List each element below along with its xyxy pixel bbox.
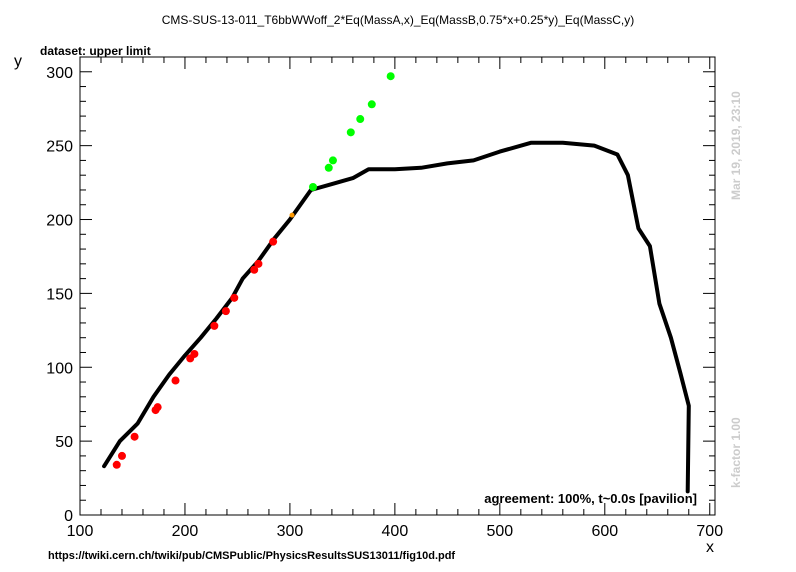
plot-frame bbox=[79, 56, 716, 516]
y-tick-label: 250 bbox=[46, 139, 73, 156]
allowed-point bbox=[367, 100, 376, 109]
allowed-point bbox=[324, 163, 333, 172]
x-tick-label: 600 bbox=[591, 523, 618, 540]
timestamp-watermark: Mar 19, 2019, 23:10 bbox=[729, 91, 743, 200]
contour-layer bbox=[102, 140, 691, 494]
allowed-point bbox=[386, 72, 395, 81]
x-tick-label: 200 bbox=[172, 523, 199, 540]
y-tick-label: 100 bbox=[46, 360, 73, 377]
agreement-label: agreement: 100%, t~0.0s [pavilion] bbox=[484, 491, 697, 506]
allowed-point bbox=[356, 115, 365, 124]
axis-ticks: 100 200 300 400 500 600 700 0 50 100 150 200 250 300 bbox=[46, 56, 723, 540]
y-tick-label: 0 bbox=[64, 508, 73, 525]
boundary-point bbox=[289, 212, 295, 218]
excluded-point bbox=[254, 259, 263, 268]
excluded-point bbox=[269, 237, 278, 246]
x-tick-label: 100 bbox=[67, 523, 94, 540]
x-tick-label: 500 bbox=[486, 523, 513, 540]
exclusion-contour-line bbox=[102, 140, 691, 494]
excluded-point bbox=[221, 307, 230, 316]
kfactor-watermark: k-factor 1.00 bbox=[729, 417, 743, 488]
dataset-label: dataset: upper limit bbox=[40, 44, 151, 58]
x-tick-label: 700 bbox=[696, 523, 723, 540]
excluded-point bbox=[153, 403, 162, 412]
y-axis-label: y bbox=[14, 53, 22, 70]
excluded-point bbox=[210, 321, 219, 330]
y-tick-label: 50 bbox=[55, 434, 73, 451]
x-tick-label: 400 bbox=[382, 523, 409, 540]
allowed-point bbox=[328, 156, 337, 165]
excluded-point bbox=[230, 293, 239, 302]
excluded-point bbox=[112, 460, 121, 469]
plot-frame-rect bbox=[79, 56, 716, 516]
points-layer bbox=[112, 72, 395, 469]
excluded-point bbox=[171, 376, 180, 385]
x-axis-label: x bbox=[706, 539, 714, 556]
excluded-point bbox=[117, 451, 126, 460]
excluded-point bbox=[250, 265, 259, 274]
allowed-point bbox=[346, 128, 355, 137]
y-tick-label: 150 bbox=[46, 286, 73, 303]
source-url: https://twiki.cern.ch/twiki/pub/CMSPubli… bbox=[48, 550, 455, 562]
excluded-point bbox=[190, 349, 199, 358]
allowed-point bbox=[309, 183, 318, 192]
chart-title: CMS-SUS-13-011_T6bbWWoff_2*Eq(MassA,x)_E… bbox=[162, 13, 635, 27]
x-tick-label: 300 bbox=[277, 523, 304, 540]
y-tick-label: 200 bbox=[46, 213, 73, 230]
y-tick-label: 300 bbox=[46, 65, 73, 82]
excluded-point bbox=[130, 432, 139, 441]
